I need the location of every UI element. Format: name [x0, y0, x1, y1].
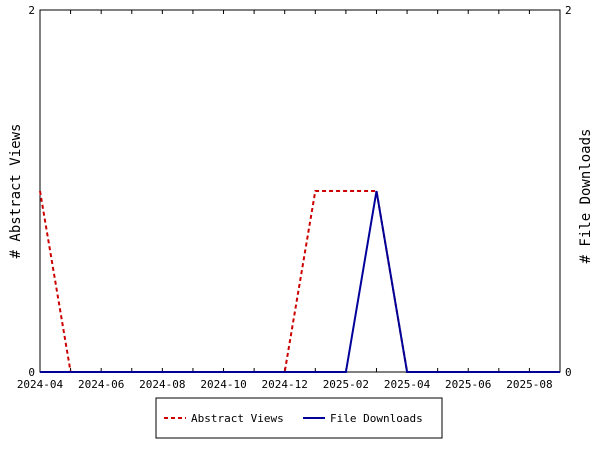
- x-tick-label: 2024-08: [139, 378, 185, 391]
- x-tick-label: 2025-02: [323, 378, 369, 391]
- x-tick-label: 2024-06: [78, 378, 124, 391]
- legend: Abstract Views File Downloads: [155, 397, 443, 439]
- plot-area: [39, 9, 561, 373]
- series-layer: [39, 190, 560, 373]
- y-left-tick-bottom: 0: [28, 366, 35, 379]
- y-right-tick-top: 2: [565, 4, 572, 17]
- x-tick-label: 2025-04: [384, 378, 431, 391]
- y-right-axis-label: # File Downloads: [578, 129, 594, 264]
- legend-label-abstract-views: Abstract Views: [191, 412, 284, 425]
- x-tick-label: 2024-10: [200, 378, 246, 391]
- series-line-file-downloads: [40, 190, 560, 373]
- x-tick-label: 2024-04: [17, 378, 64, 391]
- y-left-axis-label: # Abstract Views: [8, 124, 24, 259]
- x-tick-label: 2025-08: [506, 378, 552, 391]
- x-tick-label: 2025-06: [445, 378, 491, 391]
- y-right-tick-bottom: 0: [565, 366, 572, 379]
- y-left-tick-top: 2: [28, 4, 35, 17]
- legend-label-file-downloads: File Downloads: [330, 412, 423, 425]
- x-tick-label: 2024-12: [262, 378, 308, 391]
- legend-box: [155, 397, 443, 439]
